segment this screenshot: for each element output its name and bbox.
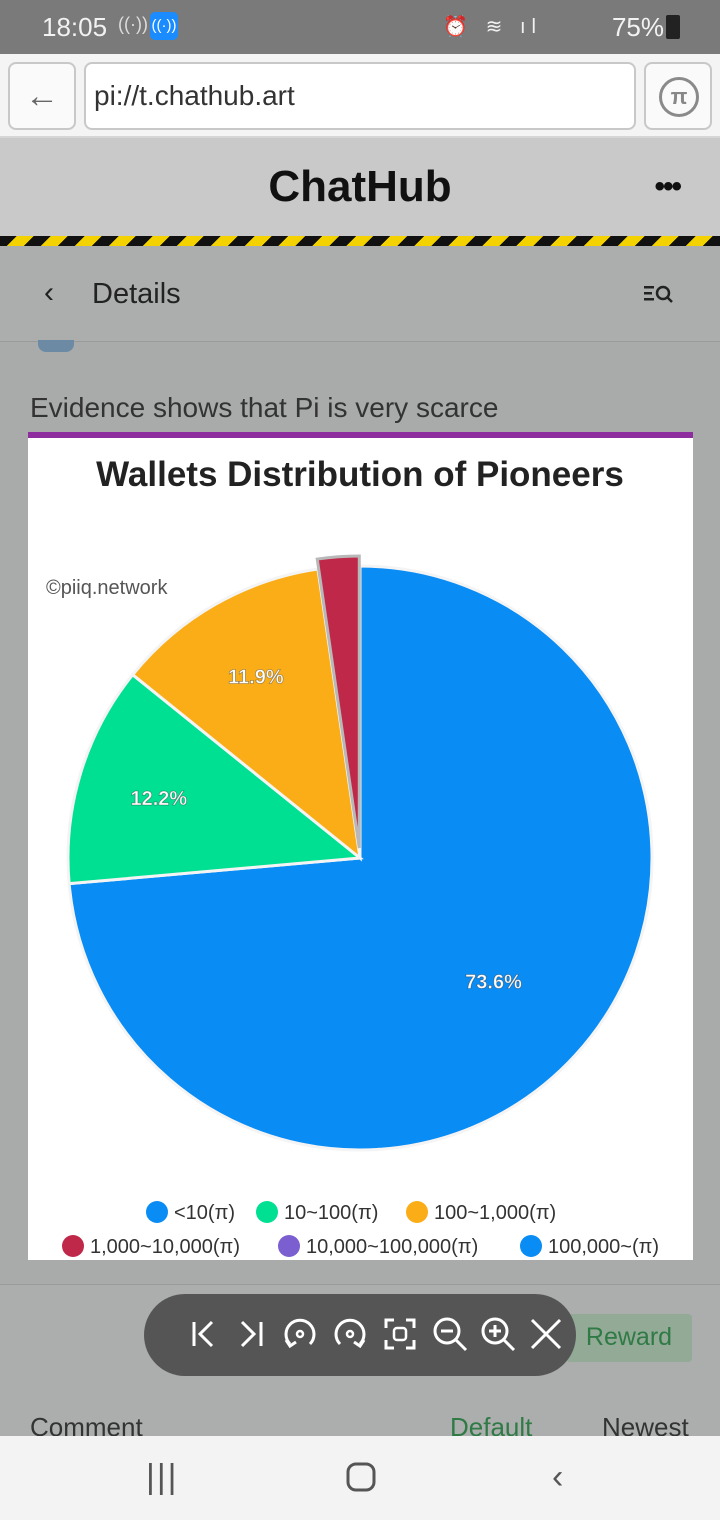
legend-label: 10~100(π) — [284, 1202, 378, 1224]
post-image[interactable]: Wallets Distribution of Pioneers ©piiq.n… — [28, 432, 693, 1260]
pie-slice-label: 12.2% — [131, 788, 188, 810]
pie-slice — [315, 554, 361, 849]
status-icons: ⏰ ≋ ıl — [443, 16, 542, 38]
legend-swatch — [62, 1235, 84, 1257]
url-field[interactable]: pi://t.chathub.art — [84, 62, 636, 130]
pi-browser-icon: π — [659, 77, 699, 117]
legend-swatch — [278, 1235, 300, 1257]
reward-button[interactable]: Reward — [566, 1314, 692, 1362]
fit-screen-icon[interactable] — [380, 1314, 420, 1354]
avatar[interactable] — [38, 340, 74, 352]
hazard-stripe — [0, 236, 720, 246]
wifi-calling-icon: ((·)) — [150, 12, 178, 40]
pie-chart: Wallets Distribution of Pioneers ©piiq.n… — [46, 455, 659, 1258]
system-back-icon[interactable]: ‹ — [552, 1458, 564, 1496]
legend-label: 10,000~100,000(π) — [306, 1236, 478, 1258]
chart-watermark: ©piiq.network — [46, 577, 168, 599]
battery-percent: 75% — [611, 12, 664, 42]
rotate-left-icon[interactable] — [280, 1314, 320, 1354]
legend-label: <10(π) — [174, 1202, 235, 1224]
zoom-in-icon[interactable] — [478, 1314, 518, 1354]
last-page-icon[interactable] — [232, 1314, 272, 1354]
legend-label: 100~1,000(π) — [434, 1202, 556, 1224]
details-header: ‹ Details — [0, 246, 720, 342]
back-arrow-icon[interactable]: ← — [8, 62, 76, 130]
app-title: ChatHub — [268, 162, 452, 211]
legend-swatch — [520, 1235, 542, 1257]
list-search-icon[interactable] — [644, 282, 674, 306]
legend-swatch — [256, 1201, 278, 1223]
pie-slice-label: 73.6% — [465, 971, 522, 993]
pi-browser-button[interactable]: π — [644, 62, 712, 130]
status-bar: 18:05 ((·)) ((·)) ⏰ ≋ ıl 75% — [0, 0, 720, 54]
details-title: Details — [92, 278, 181, 310]
zoom-out-icon[interactable] — [430, 1314, 470, 1354]
hotspot-icon: ((·)) — [118, 14, 148, 34]
image-viewer-toolbar — [144, 1294, 576, 1376]
chart-title: Wallets Distribution of Pioneers — [96, 455, 624, 494]
rotate-right-icon[interactable] — [330, 1314, 370, 1354]
pie-slice — [66, 672, 364, 886]
app-header: ChatHub ••• — [0, 138, 720, 238]
battery-icon — [666, 15, 680, 39]
legend-label: 100,000~(π) — [548, 1236, 659, 1258]
pie-slice — [130, 567, 363, 862]
home-icon[interactable] — [346, 1462, 376, 1492]
legend-swatch — [146, 1201, 168, 1223]
legend-swatch — [406, 1201, 428, 1223]
more-dots-icon[interactable]: ••• — [654, 170, 681, 203]
recent-apps-icon[interactable]: ||| — [146, 1458, 179, 1496]
chevron-left-icon[interactable]: ‹ — [44, 276, 54, 309]
close-icon[interactable] — [526, 1314, 566, 1354]
legend-label: 1,000~10,000(π) — [90, 1236, 240, 1258]
status-time: 18:05 — [42, 12, 108, 42]
first-page-icon[interactable] — [184, 1314, 224, 1354]
pie-slice-label: 11.9% — [228, 666, 284, 688]
system-nav-bar: ||| ‹ — [0, 1436, 720, 1520]
browser-bar: ← pi://t.chathub.art π — [0, 54, 720, 138]
post-text: Evidence shows that Pi is very scarce — [30, 392, 499, 423]
